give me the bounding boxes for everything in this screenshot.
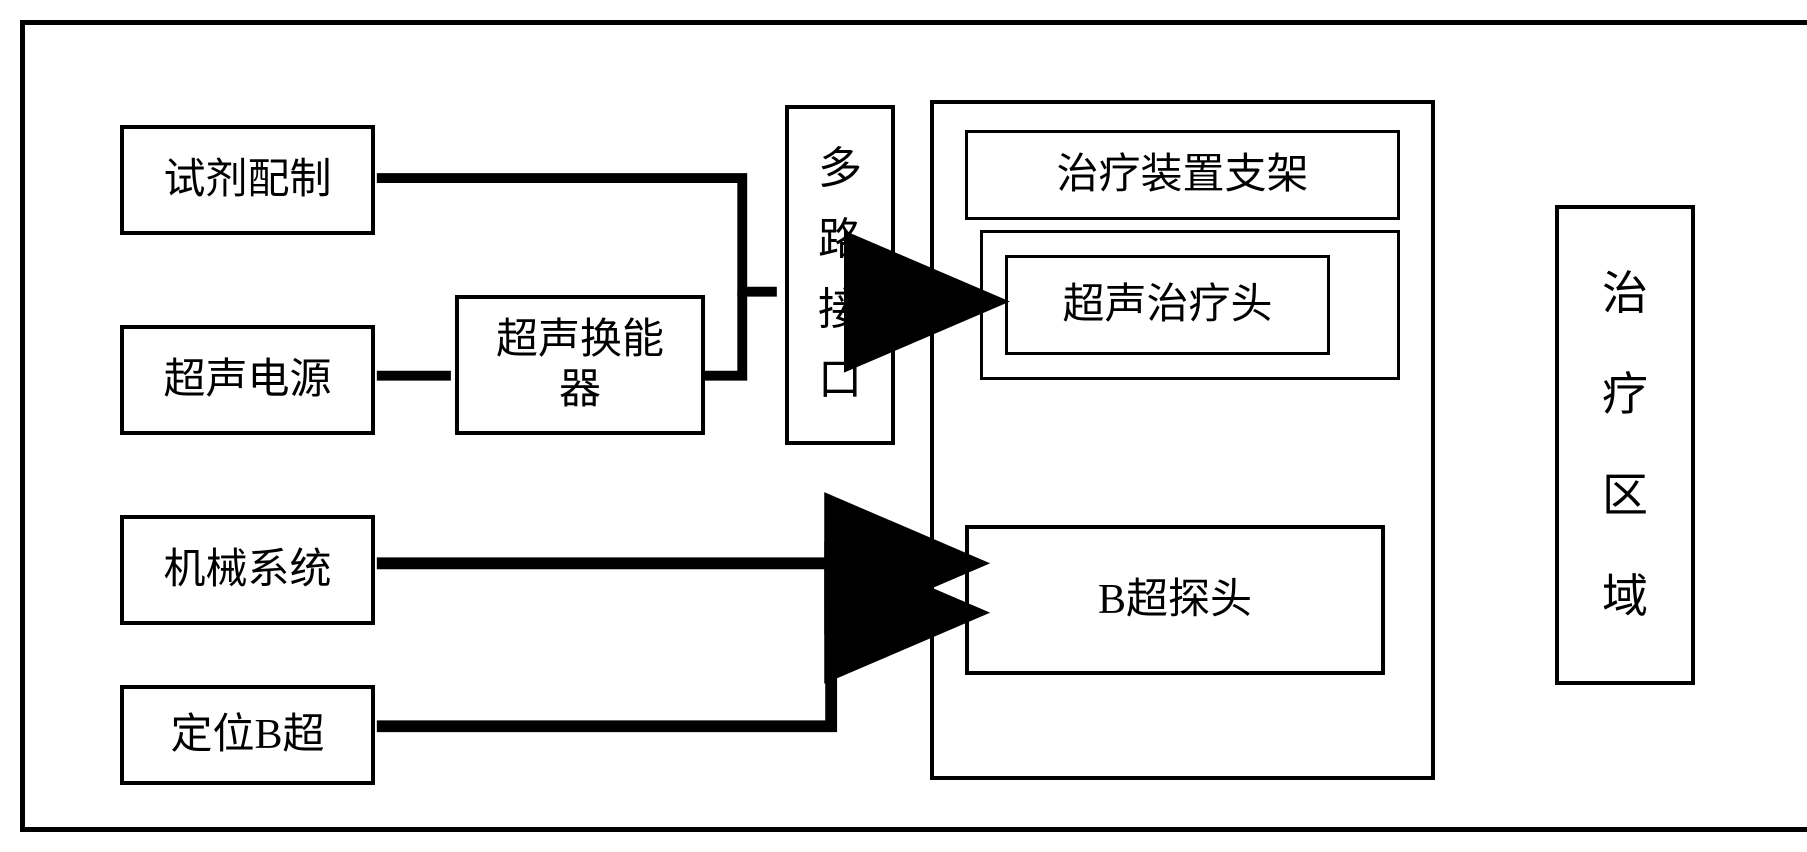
node-treatment-area: 治 疗 区 域 (1555, 205, 1695, 685)
label: B超探头 (1098, 575, 1252, 625)
node-multi-interface: 多 路 接 口 (785, 105, 895, 445)
label: 超声电源 (163, 355, 331, 405)
label: 多 路 接 口 (818, 134, 862, 416)
node-b-probe: B超探头 (965, 525, 1385, 675)
flowchart-container: 试剂配制 超声电源 超声换能 器 机械系统 定位B超 多 路 接 口 治疗装置支… (20, 20, 1807, 832)
node-mechanical-system: 机械系统 (120, 515, 375, 625)
label: 超声换能 器 (496, 315, 664, 416)
node-ultrasound-power: 超声电源 (120, 325, 375, 435)
label: 治疗装置支架 (1056, 150, 1308, 200)
node-frame-label: 治疗装置支架 (965, 130, 1400, 220)
node-ultra-head: 超声治疗头 (1005, 255, 1330, 355)
label: 机械系统 (163, 545, 331, 595)
label: 定位B超 (170, 710, 324, 760)
label: 试剂配制 (163, 155, 331, 205)
node-positioning-b-ultrasound: 定位B超 (120, 685, 375, 785)
node-reagent-prep: 试剂配制 (120, 125, 375, 235)
node-transducer: 超声换能 器 (455, 295, 705, 435)
label: 治 疗 区 域 (1602, 243, 1648, 648)
label: 超声治疗头 (1062, 280, 1272, 330)
